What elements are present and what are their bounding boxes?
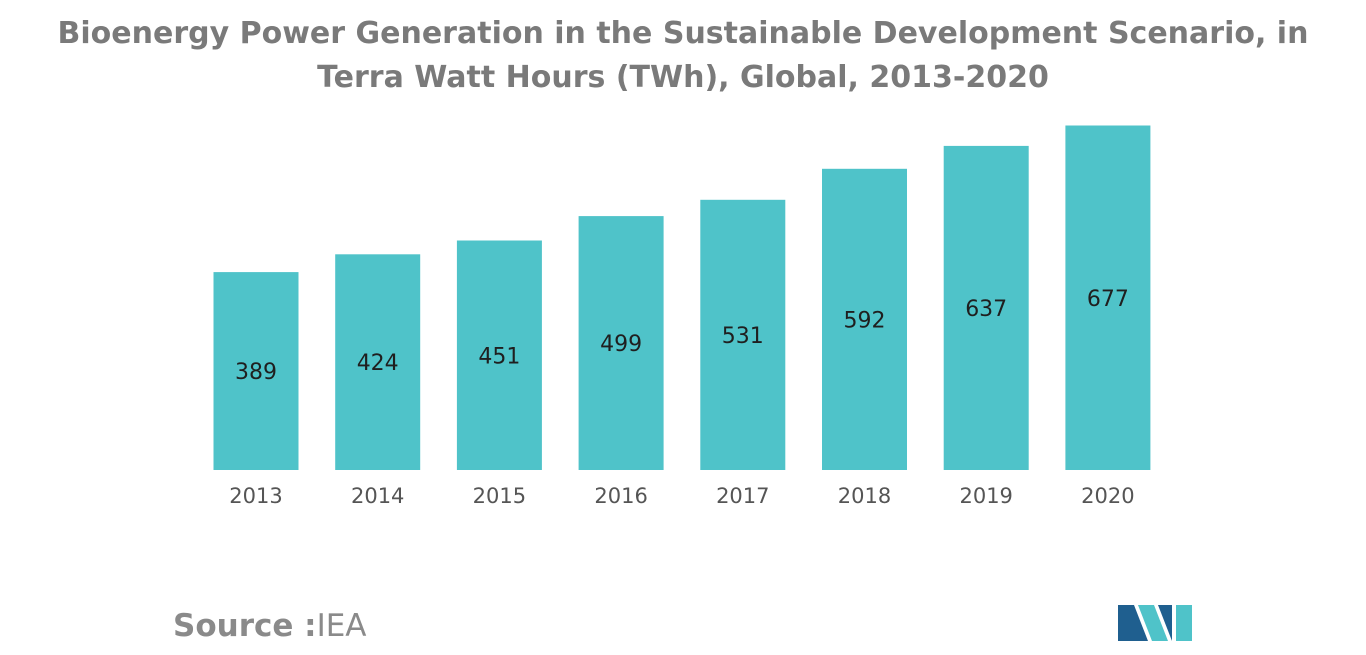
bar-2017 [700, 199, 786, 471]
data-label-2018: 592 [844, 308, 886, 333]
bar-2015 [456, 240, 542, 470]
source-value: IEA [316, 608, 367, 644]
x-tick-label-2015: 2015 [473, 484, 526, 508]
x-tick-label-2013: 2013 [229, 484, 282, 508]
data-label-2015: 451 [478, 344, 520, 369]
bar-2013 [213, 272, 299, 470]
source-label: Source : [173, 608, 317, 644]
data-label-2016: 499 [600, 332, 642, 357]
bar-2018 [822, 168, 907, 471]
x-tick-label-2018: 2018 [838, 484, 891, 508]
bar-2016 [578, 216, 664, 470]
bar-2014 [335, 254, 421, 470]
data-label-2020: 677 [1087, 287, 1129, 312]
data-label-2017: 531 [722, 324, 764, 349]
data-label-2014: 424 [357, 351, 399, 376]
data-label-2019: 637 [965, 297, 1007, 322]
x-tick-label-2014: 2014 [351, 484, 404, 508]
x-tick-label-2017: 2017 [716, 484, 769, 508]
x-tick-label-2019: 2019 [959, 484, 1012, 508]
source-note: Source :IEA [173, 606, 367, 646]
x-tick-label-2020: 2020 [1081, 484, 1134, 508]
brand-logo-icon [1118, 605, 1192, 641]
data-label-2013: 389 [235, 360, 277, 385]
bar-2019 [943, 145, 1029, 470]
bar-2020 [1065, 125, 1151, 470]
x-tick-label-2016: 2016 [594, 484, 647, 508]
chart-title: Bioenergy Power Generation in the Sustai… [57, 16, 1309, 95]
